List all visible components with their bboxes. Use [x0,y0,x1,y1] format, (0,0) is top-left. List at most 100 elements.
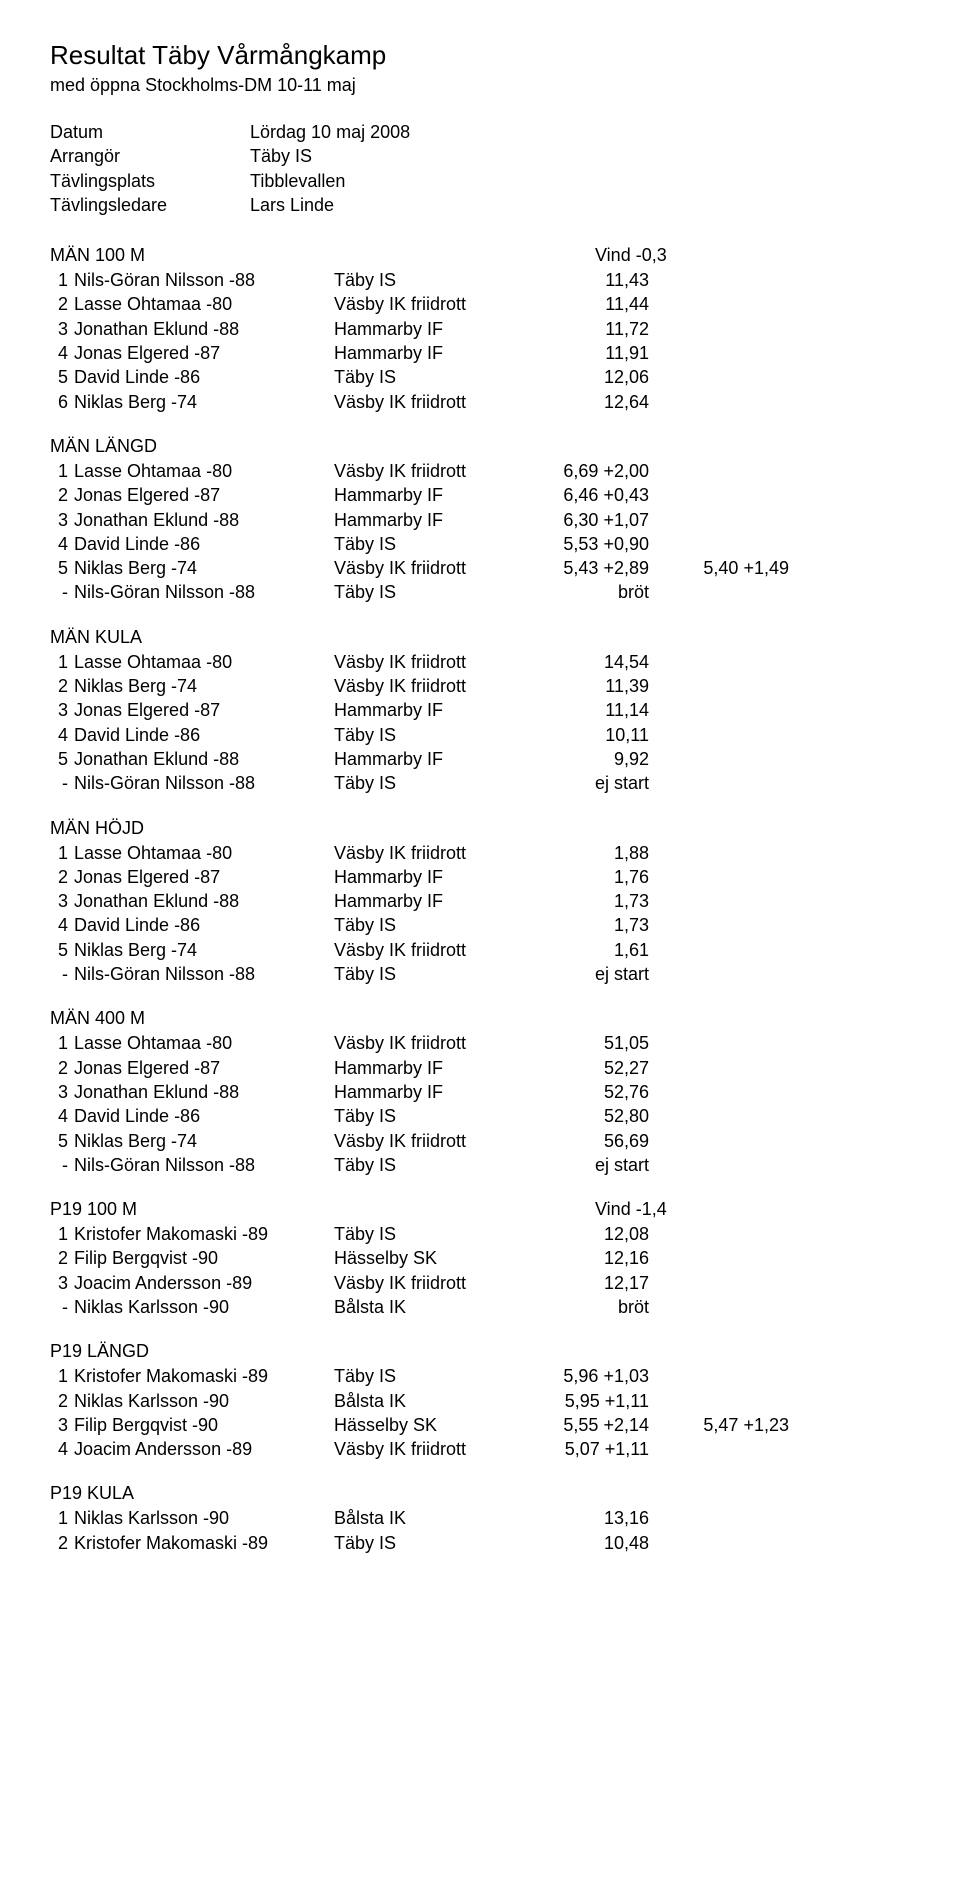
result-name: Niklas Karlsson -90 [74,1295,334,1319]
result-club: Hammarby IF [334,698,534,722]
result-value: 1,73 [534,913,649,937]
result-row: 3Filip Bergqvist -90Hässelby SK5,55 +2,1… [50,1413,910,1437]
result-place: 2 [50,865,74,889]
result-place: 2 [50,1246,74,1270]
result-place: 1 [50,1031,74,1055]
result-value: 14,54 [534,650,649,674]
result-name: Lasse Ohtamaa -80 [74,292,334,316]
result-value: 6,69 +2,00 [534,459,649,483]
result-club: Täby IS [334,723,534,747]
result-row: -Nils-Göran Nilsson -88Täby ISej start [50,1153,910,1177]
result-name: Jonas Elgered -87 [74,341,334,365]
result-value: bröt [534,1295,649,1319]
result-row: 3Jonathan Eklund -88Hammarby IF11,72 [50,317,910,341]
result-place: 2 [50,292,74,316]
result-club: Väsby IK friidrott [334,292,534,316]
result-value: 11,43 [534,268,649,292]
result-name: Jonas Elgered -87 [74,698,334,722]
result-club: Hässelby SK [334,1413,534,1437]
result-place: 5 [50,1129,74,1153]
result-row: 1Lasse Ohtamaa -80Väsby IK friidrott14,5… [50,650,910,674]
result-row: 3Jonathan Eklund -88Hammarby IF1,73 [50,889,910,913]
result-place: 3 [50,1080,74,1104]
result-row: 2Lasse Ohtamaa -80Väsby IK friidrott11,4… [50,292,910,316]
result-club: Hammarby IF [334,865,534,889]
result-row: 2Kristofer Makomaski -89Täby IS10,48 [50,1531,910,1555]
result-section: P19 100 MVind -1,41Kristofer Makomaski -… [50,1199,910,1319]
result-club: Bålsta IK [334,1389,534,1413]
result-club: Täby IS [334,365,534,389]
result-value: 51,05 [534,1031,649,1055]
result-club: Hammarby IF [334,1056,534,1080]
result-value: 5,55 +2,14 [534,1413,649,1437]
result-club: Hammarby IF [334,317,534,341]
section-heading: MÄN 400 M [50,1008,595,1029]
result-club: Täby IS [334,580,534,604]
result-place: 4 [50,341,74,365]
result-row: 2Filip Bergqvist -90Hässelby SK12,16 [50,1246,910,1270]
result-value: ej start [534,1153,649,1177]
result-place: 3 [50,317,74,341]
result-place: 3 [50,508,74,532]
section-title-row: MÄN 400 M [50,1008,910,1029]
section-title-row: MÄN LÄNGD [50,436,910,457]
result-name: David Linde -86 [74,723,334,747]
result-value: 52,76 [534,1080,649,1104]
result-place: 1 [50,459,74,483]
result-row: 2Jonas Elgered -87Hammarby IF6,46 +0,43 [50,483,910,507]
result-value: 11,39 [534,674,649,698]
result-place: 1 [50,841,74,865]
section-title-row: P19 LÄNGD [50,1341,910,1362]
meta-label: Tävlingsledare [50,193,250,217]
result-club: Hammarby IF [334,508,534,532]
section-title-row: P19 KULA [50,1483,910,1504]
result-club: Väsby IK friidrott [334,459,534,483]
result-row: 1Kristofer Makomaski -89Täby IS12,08 [50,1222,910,1246]
section-title-row: P19 100 MVind -1,4 [50,1199,910,1220]
result-name: Jonathan Eklund -88 [74,889,334,913]
result-row: 3Jonathan Eklund -88Hammarby IF52,76 [50,1080,910,1104]
result-row: 3Jonas Elgered -87Hammarby IF11,14 [50,698,910,722]
result-row: 2Jonas Elgered -87Hammarby IF52,27 [50,1056,910,1080]
result-name: Niklas Karlsson -90 [74,1506,334,1530]
result-row: 1Lasse Ohtamaa -80Väsby IK friidrott6,69… [50,459,910,483]
result-value: 12,64 [534,390,649,414]
result-value: 1,73 [534,889,649,913]
result-name: Nils-Göran Nilsson -88 [74,580,334,604]
section-heading: P19 100 M [50,1199,595,1220]
result-place: 2 [50,1531,74,1555]
result-place: - [50,962,74,986]
result-name: Jonathan Eklund -88 [74,1080,334,1104]
section-wind: Vind -1,4 [595,1199,667,1220]
result-name: Lasse Ohtamaa -80 [74,650,334,674]
result-club: Täby IS [334,1364,534,1388]
result-name: Niklas Berg -74 [74,674,334,698]
result-section: MÄN 400 M1Lasse Ohtamaa -80Väsby IK frii… [50,1008,910,1177]
result-row: 6Niklas Berg -74Väsby IK friidrott12,64 [50,390,910,414]
result-club: Täby IS [334,1153,534,1177]
result-place: 5 [50,938,74,962]
section-heading: MÄN LÄNGD [50,436,595,457]
result-club: Hammarby IF [334,341,534,365]
result-value: 12,17 [534,1271,649,1295]
result-value: 11,72 [534,317,649,341]
result-row: 2Niklas Berg -74Väsby IK friidrott11,39 [50,674,910,698]
page-subtitle: med öppna Stockholms-DM 10-11 maj [50,75,910,96]
result-name: Lasse Ohtamaa -80 [74,1031,334,1055]
result-value: 12,06 [534,365,649,389]
result-value: 52,80 [534,1104,649,1128]
result-value: 1,76 [534,865,649,889]
meta-value: Tibblevallen [250,169,910,193]
meta-label: Arrangör [50,144,250,168]
result-row: 3Joacim Andersson -89Väsby IK friidrott1… [50,1271,910,1295]
result-club: Hässelby SK [334,1246,534,1270]
result-club: Täby IS [334,532,534,556]
result-place: 3 [50,889,74,913]
result-row: 4David Linde -86Täby IS5,53 +0,90 [50,532,910,556]
result-value: 12,16 [534,1246,649,1270]
result-club: Väsby IK friidrott [334,556,534,580]
meta-row: ArrangörTäby IS [50,144,910,168]
result-name: Joacim Andersson -89 [74,1437,334,1461]
result-name: Nils-Göran Nilsson -88 [74,962,334,986]
result-name: Joacim Andersson -89 [74,1271,334,1295]
